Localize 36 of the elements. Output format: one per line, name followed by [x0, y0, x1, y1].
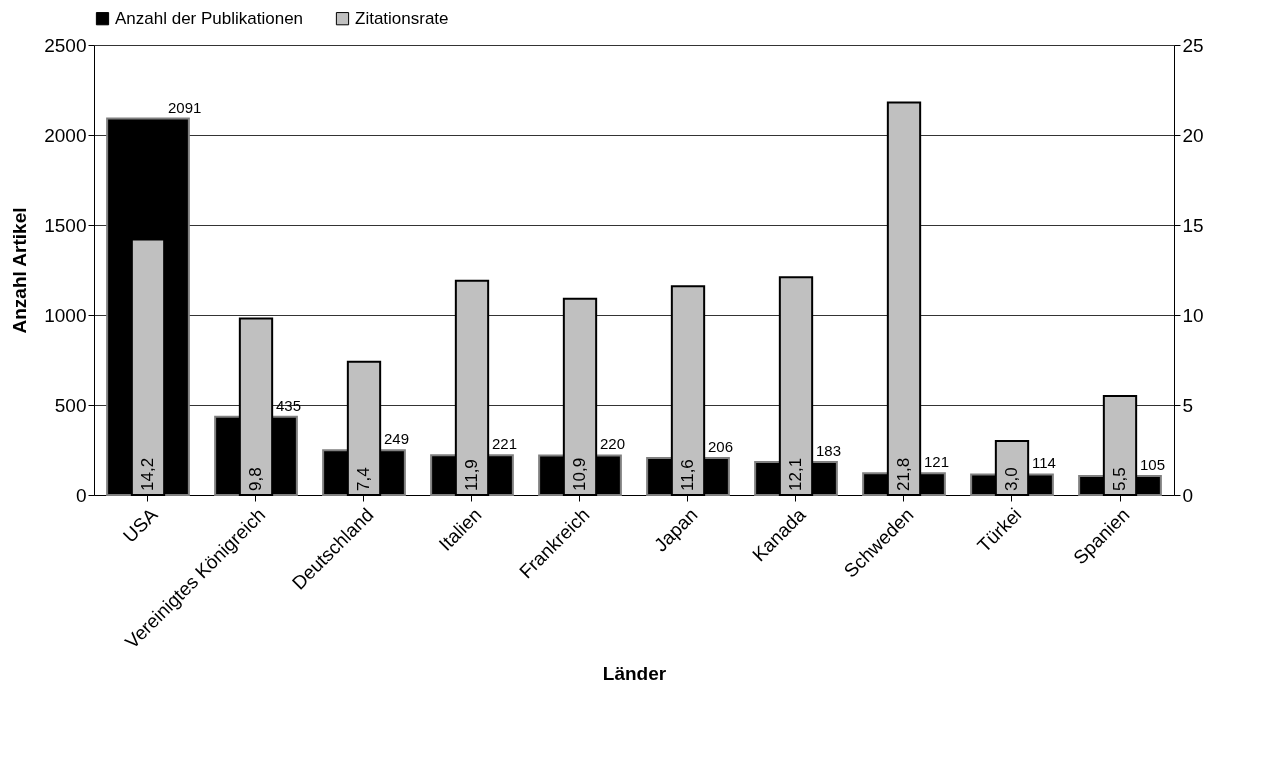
data-label: 9,8	[246, 467, 265, 491]
data-label: 114	[1032, 454, 1056, 472]
data-label: 5,5	[1110, 467, 1129, 491]
data-label: 221	[492, 435, 518, 453]
data-label: 249	[384, 430, 410, 448]
y-tick-label: 2000	[44, 124, 87, 146]
y-axis-title: Anzahl Artikel	[9, 207, 31, 334]
data-label: 7,4	[354, 467, 373, 491]
data-label: 10,9	[570, 457, 589, 491]
y2-tick-label: 0	[1182, 484, 1194, 506]
y-tick-label: 0	[75, 484, 87, 506]
y-tick-label: 2500	[44, 34, 87, 56]
data-label: 11,6	[678, 459, 697, 491]
y2-tick-label: 5	[1182, 394, 1194, 416]
x-tick-label: USA	[118, 503, 162, 547]
y2-tick-label: 20	[1182, 124, 1204, 146]
data-label: 105	[1140, 456, 1166, 474]
y2-tick-label: 10	[1182, 304, 1204, 326]
data-label: 121	[924, 453, 950, 471]
data-label: 11,9	[462, 459, 481, 491]
y-tick-label: 500	[54, 394, 87, 416]
data-label: 2091	[168, 98, 202, 116]
legend-label: Anzahl der Publikationen	[115, 8, 304, 28]
data-label: 12,1	[786, 457, 805, 491]
data-label: 14,2	[138, 457, 157, 491]
data-label: 220	[600, 435, 626, 453]
data-label: 21,8	[894, 457, 913, 491]
y2-tick-label: 25	[1182, 34, 1204, 56]
data-label: 206	[708, 437, 734, 455]
y-tick-label: 1000	[44, 304, 87, 326]
data-label: 3,0	[1002, 467, 1021, 491]
legend-label: Zitationsrate	[355, 8, 449, 28]
x-axis-title: Länder	[602, 662, 667, 684]
data-label: 183	[816, 442, 842, 460]
y-tick-label: 1500	[44, 214, 87, 236]
y2-tick-label: 15	[1182, 214, 1204, 236]
